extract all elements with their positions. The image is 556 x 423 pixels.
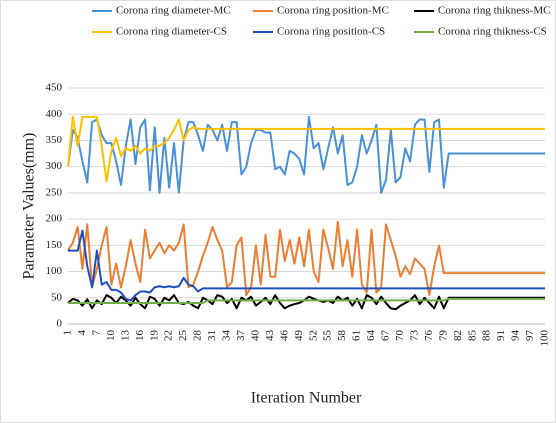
x-tick-label: 25 [177, 330, 189, 342]
x-tick-label: 19 [148, 330, 160, 342]
x-tick-label: 43 [264, 330, 276, 342]
legend-label: Corona ring diameter-CS [116, 26, 227, 38]
series-line [68, 229, 545, 302]
x-tick-label: 64 [365, 330, 377, 342]
y-tick-label: 300 [46, 160, 63, 172]
x-tick-label: 67 [380, 330, 392, 342]
x-tick-label: 31 [206, 330, 218, 341]
x-tick-label: 22 [163, 330, 175, 341]
x-axis-title: Iteration Number [251, 390, 362, 407]
x-tick-label: 91 [495, 330, 507, 341]
x-tick-label: 58 [336, 330, 348, 342]
y-tick-label: 150 [46, 239, 63, 251]
y-tick-label: 400 [46, 108, 63, 120]
x-tick-label: 37 [235, 330, 247, 342]
x-tick-label: 28 [192, 330, 204, 342]
x-tick-label: 34 [221, 330, 233, 342]
y-tick-label: 0 [57, 318, 63, 330]
x-tick-label: 88 [481, 330, 493, 342]
y-tick-label: 450 [46, 82, 63, 94]
x-tick-label: 61 [351, 330, 363, 341]
x-tick-label: 16 [134, 330, 146, 342]
y-tick-label: 100 [46, 265, 63, 277]
x-tick-label: 13 [119, 330, 131, 342]
legend-label: Corona ring thikness-MC [438, 5, 550, 17]
y-tick-label: 250 [46, 186, 63, 198]
legend-label: Corona ring position-CS [277, 26, 385, 38]
y-tick-label: 50 [51, 291, 63, 303]
legend-label: Corona ring diameter-MC [116, 5, 231, 17]
x-tick-label: 100 [539, 330, 551, 347]
series-line [67, 115, 545, 194]
x-tick-label: 70 [394, 330, 406, 342]
x-tick-label: 4 [76, 330, 88, 336]
x-tick-label: 55 [322, 330, 334, 342]
legend-label: Corona ring position-MC [277, 5, 389, 17]
x-tick-label: 76 [423, 330, 435, 342]
x-tick-label: 79 [437, 330, 449, 342]
series-line [67, 115, 545, 183]
x-tick-label: 97 [524, 330, 536, 342]
y-axis-title: Parameter Values(mm) [21, 133, 38, 280]
x-tick-label: 94 [510, 330, 522, 342]
x-tick-label: 46 [278, 330, 290, 342]
x-tick-label: 7 [90, 330, 102, 336]
legend-label: Corona ring thikness-CS [438, 26, 547, 38]
series-line [68, 297, 545, 305]
y-tick-label: 200 [46, 213, 63, 225]
x-tick-label: 10 [105, 330, 117, 342]
x-tick-label: 85 [466, 330, 478, 342]
x-tick-label: 73 [408, 330, 420, 342]
series-line [67, 220, 545, 297]
x-tick-label: 82 [452, 330, 464, 341]
x-tick-label: 49 [293, 330, 305, 342]
x-tick-label: 1 [62, 330, 74, 336]
x-tick-label: 52 [307, 330, 319, 341]
y-tick-label: 350 [46, 134, 63, 146]
x-tick-label: 40 [249, 330, 261, 342]
